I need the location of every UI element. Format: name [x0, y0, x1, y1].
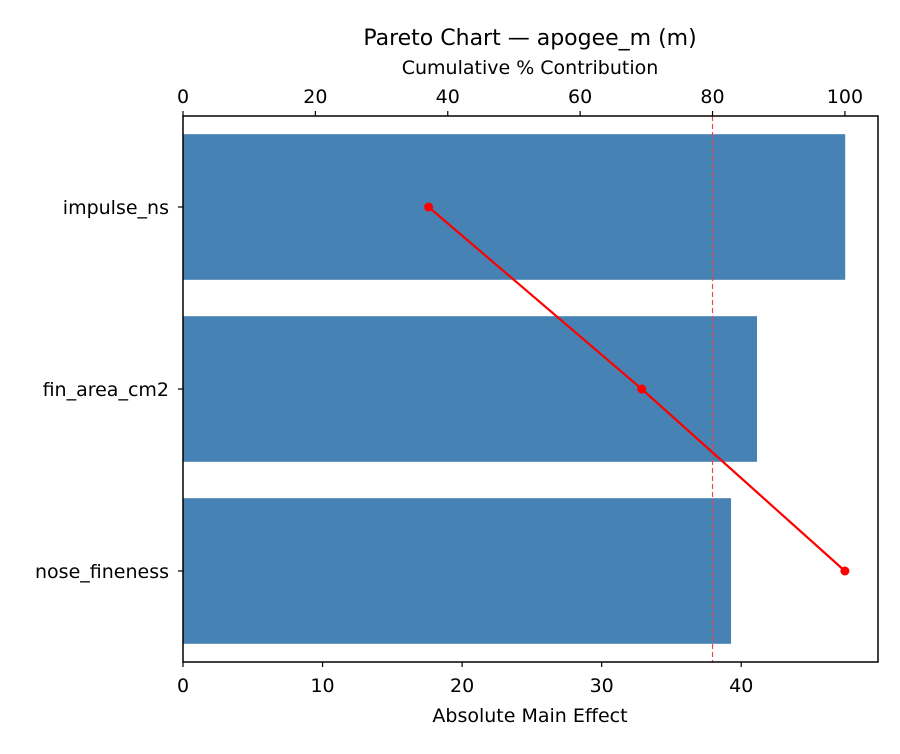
x-tick-label: 0 — [177, 675, 189, 697]
bar-nose_fineness — [183, 498, 732, 644]
x-axis-label: Absolute Main Effect — [432, 705, 627, 727]
x-tick-label: 20 — [450, 675, 474, 697]
x2-tick-label: 20 — [303, 86, 327, 108]
bar-fin_area_cm2 — [183, 316, 758, 462]
x2-tick-label: 80 — [700, 86, 724, 108]
chart-title: Pareto Chart — apogee_m (m) — [363, 26, 696, 51]
cumulative-point — [424, 202, 434, 212]
x2-tick-label: 60 — [568, 86, 592, 108]
cumulative-point — [637, 384, 647, 394]
x2-tick-label: 40 — [436, 86, 460, 108]
x-tick-label: 40 — [729, 675, 753, 697]
x-tick-label: 10 — [310, 675, 334, 697]
x2-axis-label: Cumulative % Contribution — [402, 57, 659, 79]
y-tick-label: impulse_ns — [63, 197, 169, 219]
bar-impulse_ns — [183, 134, 846, 280]
y-tick-label: fin_area_cm2 — [43, 379, 169, 401]
x2-tick-label: 100 — [827, 86, 863, 108]
cumulative-point — [840, 566, 850, 576]
y-tick-label: nose_fineness — [35, 561, 169, 583]
x-tick-label: 30 — [590, 675, 614, 697]
x2-tick-label: 0 — [177, 86, 189, 108]
